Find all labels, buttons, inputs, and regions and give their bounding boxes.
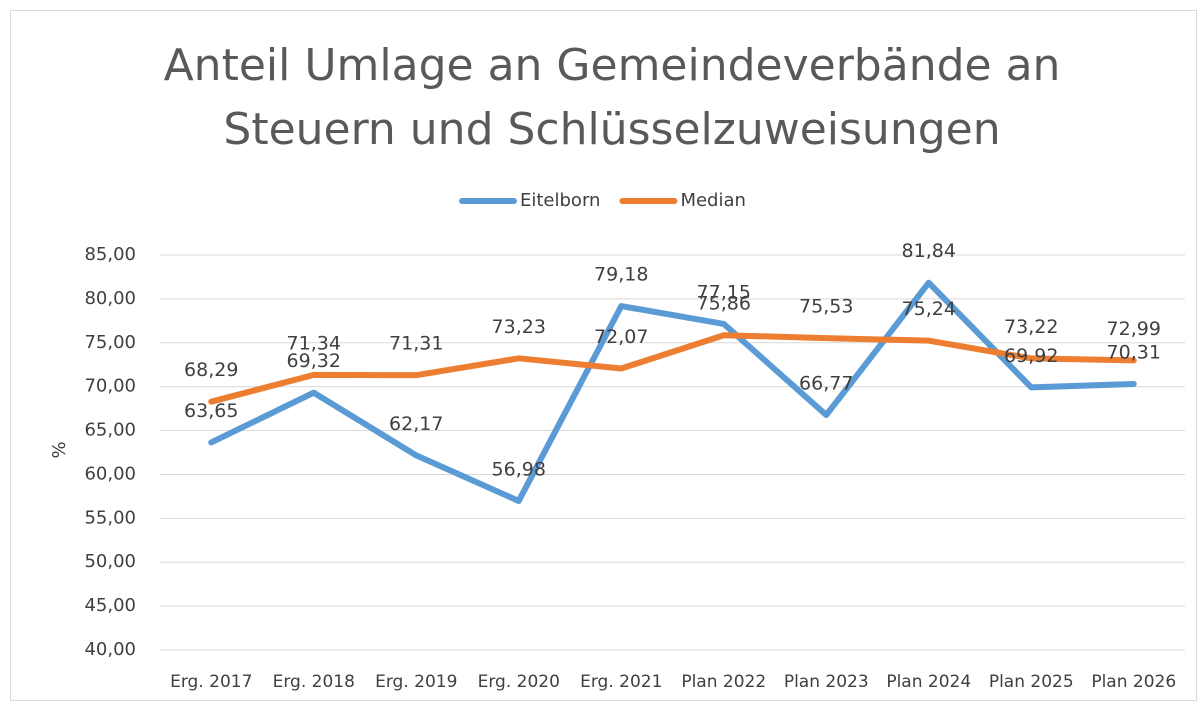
data-label: 73,23 <box>492 316 546 338</box>
y-tick-label: 40,00 <box>84 639 136 660</box>
x-tick-label: Erg. 2019 <box>375 672 457 692</box>
y-tick-label: 60,00 <box>84 463 136 484</box>
data-label: 75,24 <box>902 298 956 320</box>
x-tick-label: Plan 2023 <box>784 672 869 692</box>
series-line <box>208 279 1137 504</box>
data-label: 71,34 <box>287 332 341 354</box>
y-tick-label: 85,00 <box>84 244 136 265</box>
x-tick-label: Erg. 2020 <box>478 672 560 692</box>
y-axis-label: % <box>49 441 70 458</box>
y-tick-label: 50,00 <box>84 551 136 572</box>
data-label: 75,53 <box>799 296 853 318</box>
data-label: 66,77 <box>799 373 853 395</box>
x-tick-label: Plan 2024 <box>886 672 971 692</box>
data-label: 62,17 <box>389 413 443 435</box>
data-label: 72,07 <box>594 326 648 348</box>
legend-label: Median <box>680 190 745 211</box>
y-tick-label: 70,00 <box>84 376 136 397</box>
chart-title: Anteil Umlage an Gemeindeverbände an <box>164 40 1061 91</box>
x-tick-label: Erg. 2017 <box>170 672 252 692</box>
data-label: 81,84 <box>902 240 956 262</box>
data-label: 56,98 <box>492 458 546 480</box>
data-label: 69,32 <box>287 350 341 372</box>
data-label: 75,86 <box>697 293 751 315</box>
data-label: 73,22 <box>1004 316 1058 338</box>
y-tick-label: 45,00 <box>84 595 136 616</box>
data-label: 72,99 <box>1107 318 1161 340</box>
data-label: 79,18 <box>594 264 648 286</box>
x-tick-label: Plan 2026 <box>1091 672 1176 692</box>
data-label: 69,92 <box>1004 345 1058 367</box>
y-tick-label: 55,00 <box>84 507 136 528</box>
legend-label: Eitelborn <box>520 190 600 211</box>
x-tick-label: Plan 2022 <box>681 672 766 692</box>
data-label: 77,15 <box>697 281 751 303</box>
chart-title: Steuern und Schlüsselzuweisungen <box>223 104 1000 155</box>
data-label: 68,29 <box>184 359 238 381</box>
y-tick-label: 80,00 <box>84 288 136 309</box>
x-tick-label: Erg. 2018 <box>273 672 355 692</box>
series-line <box>208 332 1137 405</box>
x-tick-label: Erg. 2021 <box>580 672 662 692</box>
data-label: 71,31 <box>389 333 443 355</box>
data-label: 63,65 <box>184 400 238 422</box>
data-label: 70,31 <box>1107 341 1161 363</box>
y-tick-label: 75,00 <box>84 332 136 353</box>
x-tick-label: Plan 2025 <box>989 672 1074 692</box>
y-tick-label: 65,00 <box>84 420 136 441</box>
